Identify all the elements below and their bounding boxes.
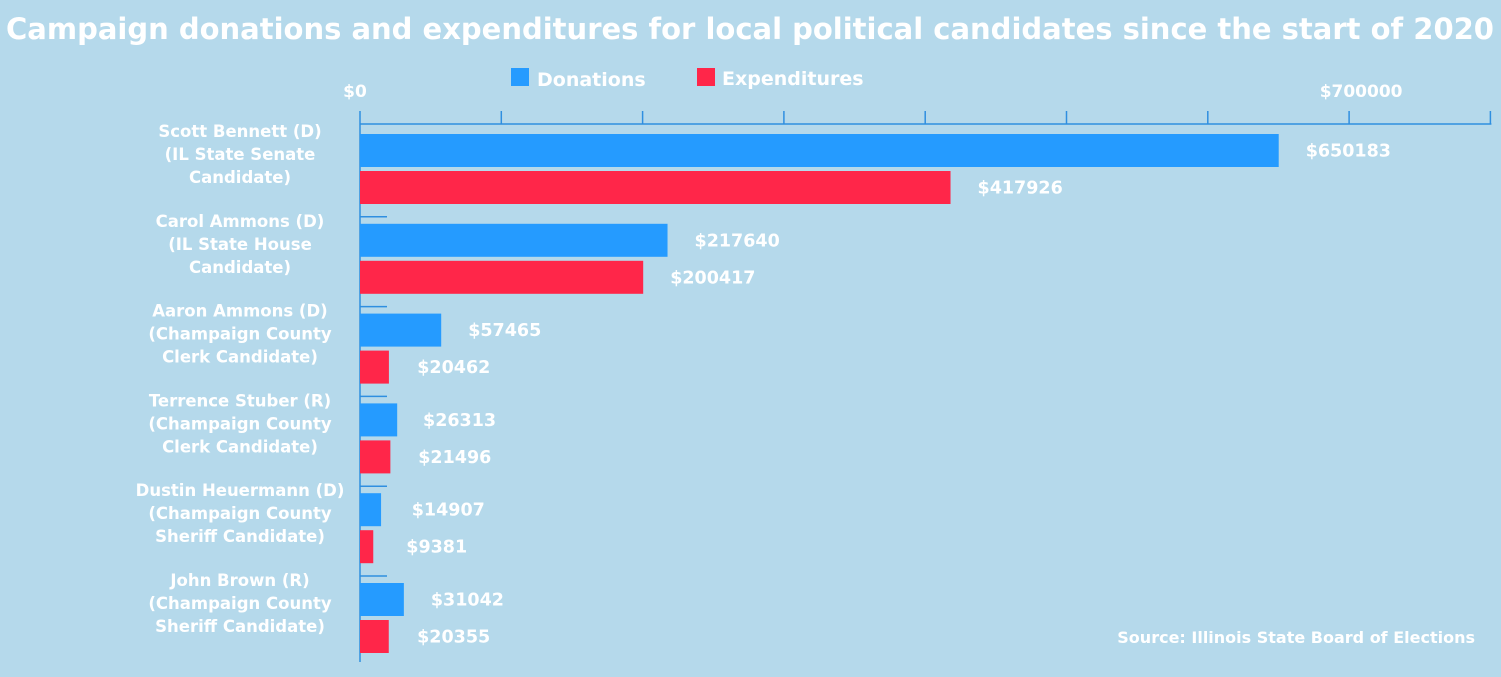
value-label: $14907 [412, 501, 485, 521]
bar-donations [360, 403, 398, 437]
bar-donations [360, 313, 442, 347]
legend: Donations Expenditures [511, 68, 864, 91]
category-label: (Champaign County [148, 594, 331, 613]
value-label: $31042 [431, 591, 504, 611]
category-label: (Champaign County [148, 414, 331, 433]
legend-swatch-donations [511, 68, 529, 86]
category-label: Scott Bennett (D) [158, 122, 321, 141]
value-label: $650183 [1306, 142, 1391, 162]
value-label: $57465 [468, 321, 541, 341]
bar-donations [360, 583, 404, 616]
category-label: Sheriff Candidate) [155, 527, 325, 546]
bar-expenditures [360, 440, 391, 474]
category-label: Dustin Heuermann (D) [136, 481, 345, 500]
bar-expenditures [360, 350, 389, 384]
category-label: Clerk Candidate) [162, 348, 318, 367]
source-note: Source: Illinois State Board of Election… [1117, 628, 1475, 647]
category-label: (Champaign County [148, 504, 331, 523]
bar-donations [360, 493, 382, 527]
x-tick-label: $700000 [1320, 82, 1403, 102]
legend-label-donations: Donations [537, 69, 646, 91]
value-label: $20355 [417, 628, 490, 648]
category-label: John Brown (R) [169, 571, 309, 590]
chart-title: Campaign donations and expenditures for … [6, 12, 1494, 46]
legend-label-expenditures: Expenditures [722, 68, 864, 90]
bar-expenditures [360, 260, 644, 294]
value-label: $200417 [670, 268, 755, 288]
bar-expenditures [360, 171, 951, 204]
bars [360, 134, 1279, 653]
category-label: Candidate) [189, 258, 291, 277]
category-labels: Scott Bennett (D) (IL State Senate Candida… [136, 122, 345, 636]
category-label: (IL State House [168, 235, 312, 254]
bar-donations [360, 223, 668, 257]
bar-expenditures [360, 530, 374, 564]
value-label: $26313 [423, 411, 496, 431]
category-label: Clerk Candidate) [162, 437, 318, 456]
category-label: (Champaign County [148, 325, 331, 344]
value-label: $217640 [695, 231, 780, 251]
value-labels: $650183 $417926 $217640 $200417 $57465 $20462… [406, 142, 1391, 648]
value-label: $21496 [418, 448, 491, 468]
value-label: $20462 [417, 358, 490, 378]
legend-swatch-expenditures [697, 68, 715, 86]
value-label: $417926 [978, 179, 1063, 199]
category-label: (IL State Senate [165, 145, 316, 164]
bar-donations [360, 134, 1279, 167]
value-label: $9381 [406, 538, 467, 558]
x-tick-label: $0 [343, 82, 367, 102]
category-label: Terrence Stuber (R) [149, 391, 331, 410]
bar-expenditures [360, 620, 389, 653]
category-label: Carol Ammons (D) [156, 212, 325, 231]
category-label: Aaron Ammons (D) [152, 302, 327, 321]
category-label: Sheriff Candidate) [155, 617, 325, 636]
x-axis: $0 $700000 [343, 82, 1492, 662]
category-label: Candidate) [189, 168, 291, 187]
